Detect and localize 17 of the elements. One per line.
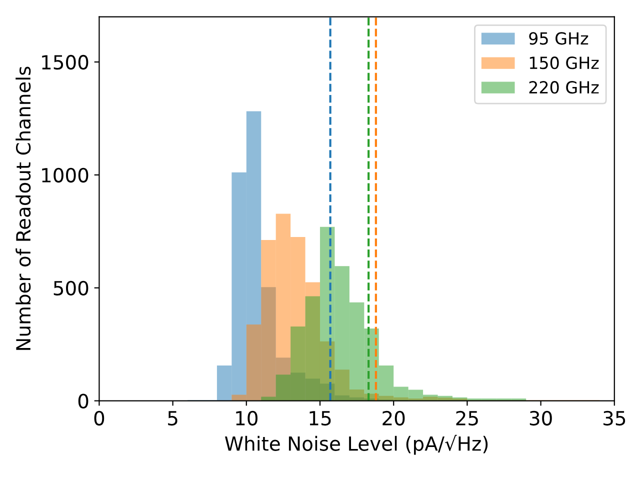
y-axis-title: Number of Readout Channels: [16, 66, 31, 350]
legend-label: 95 GHz: [529, 32, 588, 45]
x-tick-label: 35: [604, 410, 626, 426]
x-axis-title: White Noise Level (pA/√Hz): [224, 434, 488, 455]
x-tick-label: 5: [168, 411, 178, 426]
y-tick-label: 1500: [42, 54, 88, 70]
x-tick-label: 15: [310, 411, 331, 426]
x-tick-label: 0: [94, 410, 104, 426]
legend-label: 150 GHz: [530, 56, 599, 70]
x-tick-label: 20: [382, 410, 405, 426]
y-tick-label: 1000: [42, 168, 88, 183]
x-tick-label: 10: [236, 410, 258, 426]
y-tick-label: 0: [78, 394, 88, 408]
x-tick-label: 30: [530, 410, 552, 426]
legend-label: 220 GHz: [529, 81, 599, 94]
y-tick-label: 500: [54, 280, 88, 296]
x-tick-label: 25: [456, 410, 478, 426]
